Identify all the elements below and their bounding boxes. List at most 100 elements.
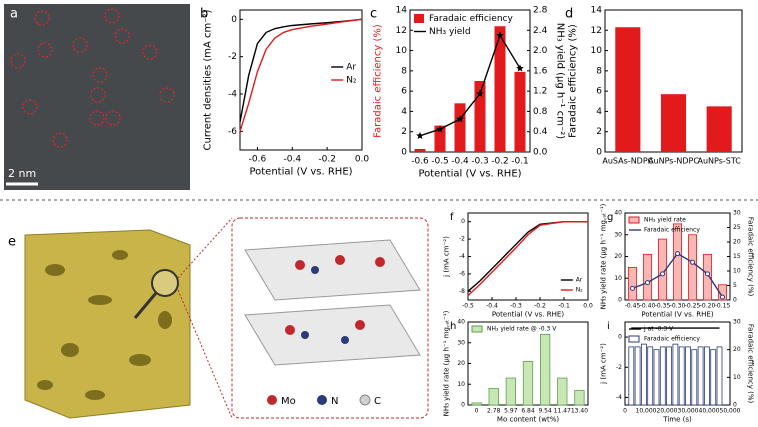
y-tick-label: 30 <box>614 231 622 238</box>
series-line <box>467 221 588 297</box>
y-tick-label: -2 <box>616 364 622 371</box>
bar <box>706 106 732 152</box>
legend-label: N₂ <box>576 287 583 294</box>
y-tick-label: 0 <box>618 334 622 341</box>
bar <box>710 349 717 406</box>
x-tick-label: -0.6 <box>411 157 429 167</box>
porous-carbon <box>24 229 191 419</box>
y2-tick-label: 2.8 <box>533 6 548 16</box>
panel-label: h <box>450 321 456 332</box>
bar <box>471 402 482 406</box>
y-tick-label: 6 <box>596 87 602 97</box>
x-axis-label: Potential (V vs. RHE) <box>492 310 564 318</box>
y-tick-label: 14 <box>591 6 603 16</box>
y-axis-label: NH₃ yield rate (μg h⁻¹ mg꜀ₐₜ⁻¹) <box>599 203 607 309</box>
legend-label: NH₃ yield rate <box>644 217 686 224</box>
y-tick-label: 8 <box>596 66 602 76</box>
y2-tick-label: 15 <box>733 253 741 260</box>
legend-label: Mo <box>281 396 296 407</box>
zoom-box <box>231 217 429 419</box>
x-tick-label: -0.3 <box>510 303 522 310</box>
y-tick-label: 2 <box>596 127 602 137</box>
plot-frame <box>239 9 363 151</box>
bar <box>678 346 685 406</box>
bar <box>647 346 654 406</box>
bar <box>522 361 534 406</box>
legend-label: Faradaic efficiency <box>644 227 700 234</box>
y2-tick-label: 1.2 <box>533 87 547 97</box>
y-tick-label: 0 <box>596 148 602 158</box>
magnifier-handle <box>133 292 158 319</box>
y-axis-label: Current densities (mA cm⁻²) <box>203 9 214 150</box>
micrograph <box>4 4 190 190</box>
marker <box>476 89 484 97</box>
y-tick-label: -4 <box>228 90 237 100</box>
y-axis-label: Faradaic efficiency (%) <box>568 24 579 138</box>
bar <box>615 27 641 152</box>
legend-swatch <box>628 335 640 343</box>
bar <box>540 334 551 406</box>
bar <box>653 349 660 406</box>
x-tick-label: 5.97 <box>504 408 518 415</box>
legend-swatch <box>359 394 371 406</box>
legend-label: j at -0.3 V <box>643 326 674 333</box>
y-tick-label: -6 <box>228 127 237 137</box>
x-tick-label: -0.1 <box>558 303 570 310</box>
y2-tick-label: 10 <box>733 268 741 275</box>
y-tick-label: -8 <box>459 288 465 295</box>
marker <box>645 280 650 286</box>
y2-axis-label: Faradaic efficiency (%) <box>746 324 754 404</box>
x-tick-label: -0.5 <box>431 157 449 167</box>
bar <box>488 387 499 406</box>
bar <box>704 346 710 406</box>
bar <box>659 346 666 406</box>
y2-tick-label: 0.8 <box>533 107 548 117</box>
y-tick-label: 4 <box>596 107 602 117</box>
legend-swatch <box>414 14 424 23</box>
zoom-line <box>177 217 233 279</box>
x-tick-label: -0.2 <box>318 155 336 165</box>
x-tick-label: -0.40 <box>640 303 656 310</box>
marker <box>516 64 524 72</box>
y-tick-label: 0 <box>401 148 407 158</box>
bar <box>672 343 679 406</box>
y-tick-label: 6 <box>401 87 407 97</box>
y-tick-label: 30 <box>457 339 465 346</box>
x-tick-label: -0.1 <box>511 157 529 167</box>
panel-label: g <box>607 212 613 223</box>
panel-label: e <box>8 235 16 250</box>
x-tick-label: -0.15 <box>715 303 731 310</box>
y2-tick-label: 0.4 <box>533 127 548 137</box>
bar <box>657 238 668 301</box>
plot-frame <box>467 212 589 301</box>
y-tick-label: 0 <box>461 402 465 409</box>
bar <box>687 234 698 301</box>
bar <box>702 253 713 301</box>
legend-label: C <box>374 396 381 407</box>
y2-tick-label: 0 <box>733 402 737 409</box>
y-tick-label: -6 <box>459 270 465 277</box>
x-tick-label: 0.0 <box>583 303 593 310</box>
legend-label: Ar <box>346 63 356 73</box>
panel-label: a <box>10 7 18 22</box>
bar <box>514 71 526 152</box>
bar <box>434 125 446 152</box>
x-tick-label: 6.84 <box>521 408 535 415</box>
x-tick-label: 40,000 <box>699 408 720 415</box>
y-axis-label: j (mA cm⁻²) <box>442 236 450 278</box>
x-tick-label: -0.3 <box>471 157 489 167</box>
zoom-line <box>177 289 233 419</box>
y-tick-label: 14 <box>396 6 408 16</box>
marker <box>675 251 680 257</box>
series-line <box>419 33 521 137</box>
plot-frame <box>409 9 531 153</box>
bar <box>574 390 585 406</box>
y-axis-label: Faradaic efficiency (%) <box>373 24 384 138</box>
marker <box>630 285 635 291</box>
bar <box>557 377 568 406</box>
x-tick-label: -0.2 <box>491 157 509 167</box>
series-line <box>239 18 363 123</box>
legend-label: N₂ <box>346 76 357 86</box>
y-tick-label: 10 <box>591 46 603 56</box>
x-tick-label: -0.45 <box>625 303 641 310</box>
